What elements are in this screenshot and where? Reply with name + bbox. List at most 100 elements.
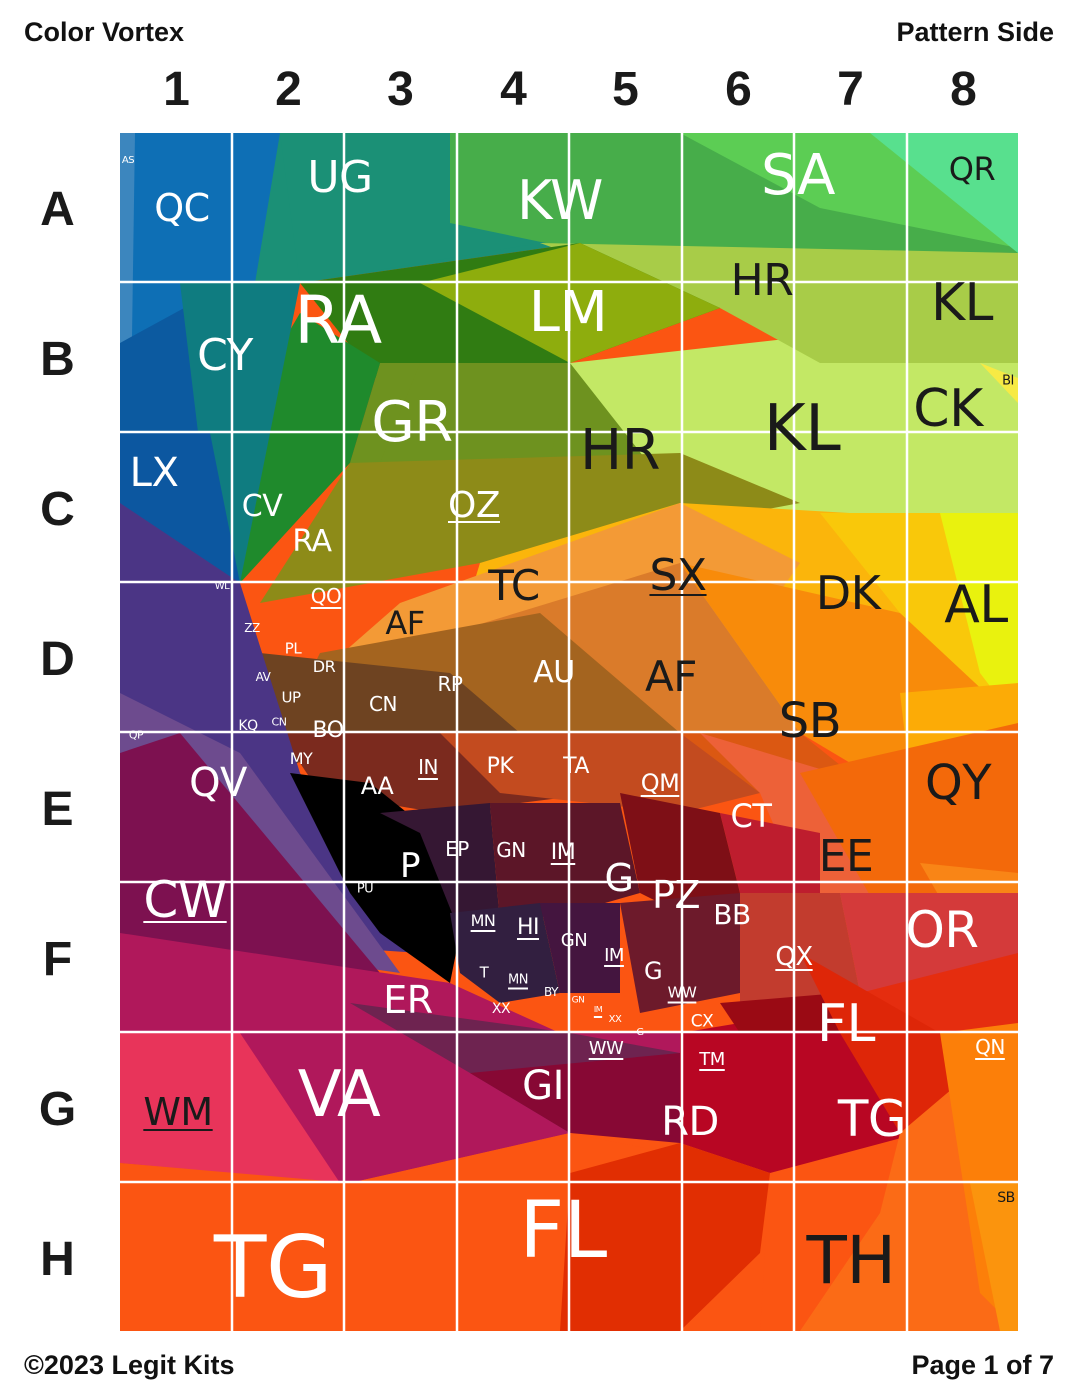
region-label: PU <box>356 881 374 897</box>
region-label: WW <box>667 983 697 1002</box>
region-label: HI <box>516 915 540 940</box>
region-label: TC <box>488 561 540 610</box>
region-label: CV <box>241 489 283 524</box>
region-label: QY <box>924 755 992 811</box>
region-label: QX <box>775 942 813 972</box>
region-label: G <box>604 856 634 900</box>
region-label: AU <box>533 655 575 690</box>
region-label: WW <box>588 1038 624 1059</box>
vortex-pattern-board: AS QC UG KW SA QR HR KL CY RA LM BI CK GR KL HR LX CV RA OZ… <box>120 133 1018 1331</box>
region-label: BO <box>312 718 344 743</box>
region-label: DK <box>815 566 881 620</box>
region-label: GN <box>496 838 526 862</box>
region-label: SX <box>649 550 707 601</box>
region-label: CK <box>913 379 983 439</box>
region-label: QV <box>189 760 247 806</box>
region-label: QR <box>948 150 996 188</box>
column-number: 5 <box>612 63 639 116</box>
region-label: GR <box>371 390 453 455</box>
column-number: 7 <box>837 63 864 116</box>
region-label: HR <box>730 255 794 306</box>
region-label: PL <box>284 639 302 658</box>
region-label: ZZ <box>244 621 260 635</box>
column-number: 2 <box>275 63 302 116</box>
region-label: FL <box>817 994 875 1054</box>
region-label: RD <box>661 1099 719 1145</box>
region-label: IM <box>593 1005 603 1014</box>
region-label: FL <box>519 1186 607 1276</box>
region-label: P <box>399 846 421 886</box>
region-label: IN <box>418 755 438 779</box>
region-label: AV <box>255 670 271 684</box>
row-letter: E <box>41 783 74 836</box>
region-label: UP <box>281 688 301 707</box>
column-number: 4 <box>500 63 527 116</box>
column-number: 6 <box>725 63 752 116</box>
region-label: KW <box>517 169 603 232</box>
region-label: TG <box>213 1218 333 1318</box>
region-label: BY <box>544 985 558 999</box>
region-label: XX <box>608 1014 622 1025</box>
region-label: AA <box>360 772 394 800</box>
row-letter: C <box>40 483 75 536</box>
region-label: PZ <box>652 873 700 917</box>
region-label: QN <box>975 1035 1005 1059</box>
region-label: SA <box>761 143 835 208</box>
column-number: 3 <box>387 63 414 116</box>
region-label: AF <box>645 652 697 701</box>
region-label: AL <box>944 575 1008 635</box>
region-label: OR <box>905 901 979 959</box>
region-label: QP <box>128 728 144 742</box>
row-letter: F <box>42 933 73 986</box>
color-code-labels: AS QC UG KW SA QR HR KL CY RA LM BI CK GR KL HR LX CV RA OZ… <box>120 133 1018 1331</box>
region-label: WL <box>214 581 230 592</box>
region-label: RA <box>292 524 332 559</box>
region-label: QO <box>310 584 342 608</box>
region-label: CX <box>690 1011 714 1032</box>
region-label: GN <box>571 995 585 1006</box>
region-label: HR <box>579 418 661 483</box>
region-label: SB <box>997 1190 1015 1206</box>
region-label: TA <box>563 754 589 779</box>
region-label: OZ <box>448 485 501 526</box>
region-label: EE <box>818 831 874 882</box>
region-label: RA <box>294 282 382 359</box>
row-letter: H <box>40 1233 75 1286</box>
region-label: MN <box>508 972 528 988</box>
region-label: LM <box>528 280 608 345</box>
region-label: BB <box>713 898 751 931</box>
region-label: CY <box>197 330 253 381</box>
page-indicator: Page 1 of 7 <box>911 1350 1054 1380</box>
region-label: PK <box>486 754 514 779</box>
region-label: RP <box>437 672 463 696</box>
region-label: AF <box>385 604 425 642</box>
region-label: EP <box>445 837 469 861</box>
row-letter: G <box>38 1083 77 1136</box>
region-label: KL <box>763 392 841 466</box>
column-number: 8 <box>950 63 977 116</box>
region-label: GN <box>560 930 588 951</box>
region-label: G <box>636 1027 644 1038</box>
copyright: ©2023 Legit Kits <box>24 1350 235 1380</box>
region-label: MY <box>289 749 313 768</box>
region-label: BI <box>1002 373 1014 389</box>
region-label: AS <box>121 155 135 166</box>
side-label: Pattern Side <box>896 17 1054 47</box>
region-label: T <box>479 963 489 982</box>
region-label: G <box>643 957 663 985</box>
region-label: CW <box>143 871 227 929</box>
region-label: IM <box>550 840 576 865</box>
row-letter: A <box>40 183 75 236</box>
region-label: CT <box>730 797 772 835</box>
region-label: LX <box>129 450 179 496</box>
region-label: CN <box>271 715 287 729</box>
region-label: VA <box>297 1058 381 1132</box>
column-number: 1 <box>163 63 190 116</box>
region-label: CN <box>369 692 397 716</box>
region-label: QM <box>640 769 680 797</box>
region-label: KQ <box>238 718 258 734</box>
region-label: GI <box>522 1063 564 1109</box>
region-label: TM <box>699 1049 725 1070</box>
row-letter: D <box>40 633 75 686</box>
region-label: KL <box>930 273 994 333</box>
